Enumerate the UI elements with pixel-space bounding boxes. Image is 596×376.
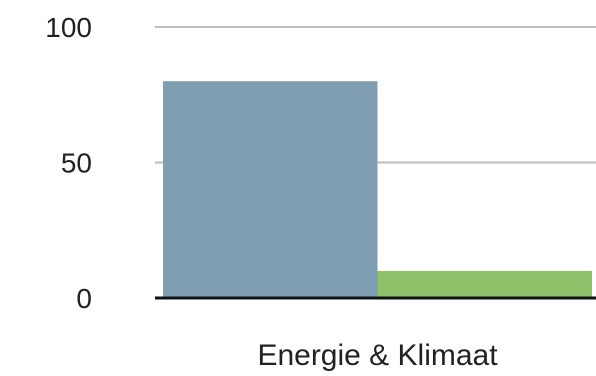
- bars: [163, 81, 592, 298]
- bar-series-1-cat-1: [163, 81, 378, 298]
- y-tick-label-50: 50: [61, 148, 92, 179]
- bar-series-2-cat-1: [377, 270, 592, 298]
- y-tick-labels: 0 50 100: [45, 12, 92, 314]
- x-category-labels: Energie & Klimaat: [257, 339, 498, 372]
- x-category-label-1: Energie & Klimaat: [257, 339, 498, 372]
- y-tick-label-0: 0: [76, 283, 92, 314]
- y-tick-label-100: 100: [45, 12, 92, 43]
